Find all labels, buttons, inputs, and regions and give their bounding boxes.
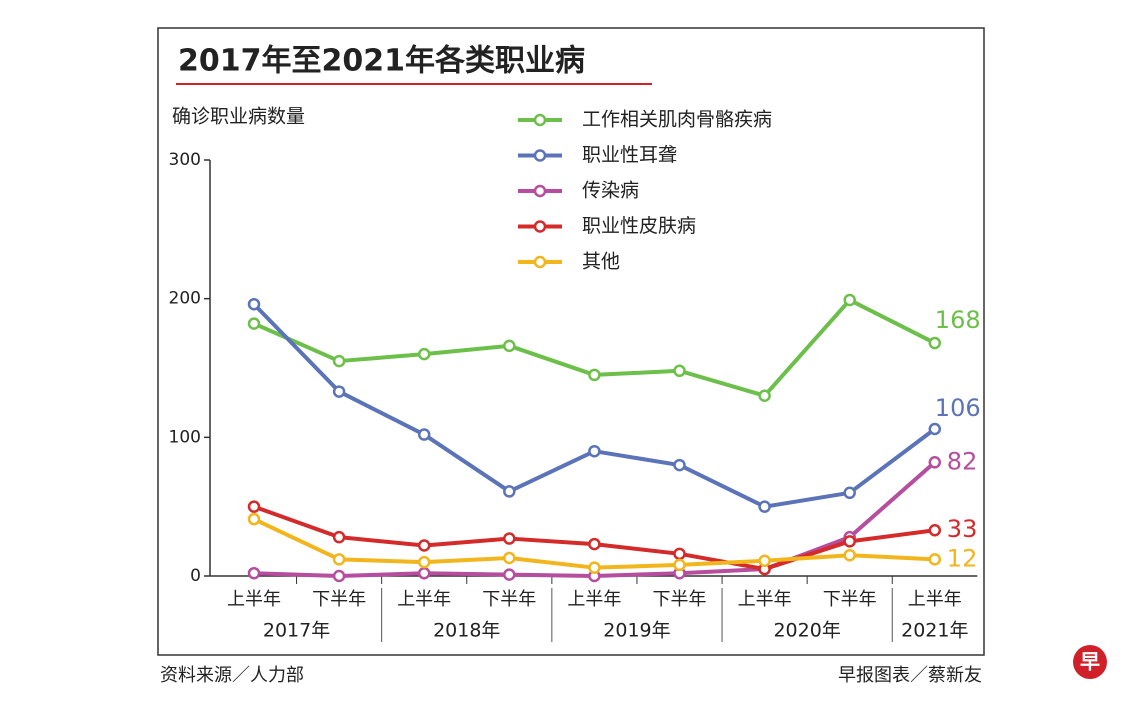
data-point bbox=[928, 553, 942, 566]
data-point bbox=[503, 485, 516, 498]
data-point bbox=[332, 530, 346, 544]
data-point bbox=[758, 554, 771, 567]
data-point bbox=[247, 297, 261, 311]
data-point bbox=[417, 566, 431, 580]
x-group-label: 2020年 bbox=[773, 620, 840, 642]
data-point bbox=[332, 569, 346, 583]
credit: 早报图表／蔡新友 bbox=[838, 665, 982, 686]
data-point bbox=[928, 336, 942, 350]
chart-title: 2017年至2021年各类职业病 bbox=[178, 44, 585, 79]
logo: 早 bbox=[1080, 650, 1100, 674]
x-tick-label: 上半年 bbox=[738, 589, 792, 610]
data-point bbox=[843, 293, 856, 307]
end-value-label: 106 bbox=[935, 394, 981, 422]
x-tick-label: 上半年 bbox=[227, 589, 281, 610]
y-tick-label: 0 bbox=[190, 566, 201, 586]
legend-marker bbox=[533, 255, 547, 269]
end-value-label: 33 bbox=[947, 515, 978, 543]
data-point bbox=[417, 428, 431, 441]
data-point bbox=[673, 558, 686, 572]
data-point bbox=[588, 537, 601, 551]
data-point bbox=[843, 535, 856, 548]
x-tick-label: 下半年 bbox=[823, 589, 877, 610]
chart-frame bbox=[157, 27, 985, 656]
data-point bbox=[588, 368, 601, 382]
legend-label: 其他 bbox=[582, 251, 620, 273]
end-value-label: 168 bbox=[935, 306, 981, 334]
y-tick-label: 100 bbox=[169, 427, 201, 447]
data-point bbox=[247, 317, 261, 330]
data-point bbox=[332, 354, 346, 368]
data-point bbox=[503, 568, 516, 581]
data-point bbox=[673, 458, 686, 472]
logo-badge bbox=[1073, 645, 1107, 679]
end-value-label: 82 bbox=[947, 447, 978, 475]
data-point bbox=[417, 539, 431, 552]
data-point bbox=[417, 347, 431, 361]
x-tick-label: 上半年 bbox=[908, 589, 962, 610]
x-tick-label: 下半年 bbox=[482, 589, 536, 610]
series-line bbox=[253, 298, 936, 398]
source: 资料来源／人力部 bbox=[160, 665, 304, 686]
data-point bbox=[758, 500, 771, 513]
data-point bbox=[843, 486, 856, 500]
x-group-label: 2019年 bbox=[603, 620, 670, 642]
data-point bbox=[503, 532, 516, 545]
data-point bbox=[247, 512, 261, 526]
y-tick-label: 200 bbox=[169, 289, 201, 309]
legend-label: 职业性皮肤病 bbox=[582, 215, 696, 237]
data-point bbox=[928, 422, 942, 436]
data-point bbox=[417, 555, 431, 569]
data-point bbox=[673, 364, 686, 378]
data-point bbox=[758, 389, 771, 402]
data-point bbox=[332, 553, 346, 566]
legend-label: 工作相关肌肉骨骼疾病 bbox=[582, 109, 772, 131]
y-axis-label: 确诊职业病数量 bbox=[172, 106, 305, 128]
data-point bbox=[247, 566, 261, 580]
data-point bbox=[332, 385, 346, 398]
y-tick-label: 300 bbox=[169, 150, 201, 170]
x-group-label: 2017年 bbox=[263, 620, 330, 642]
legend-marker bbox=[533, 149, 547, 162]
data-point bbox=[843, 548, 856, 562]
x-tick-label: 下半年 bbox=[653, 589, 707, 610]
x-tick-label: 下半年 bbox=[312, 589, 366, 610]
series-line bbox=[252, 302, 936, 509]
data-point bbox=[928, 523, 942, 537]
data-point bbox=[928, 456, 942, 469]
data-point bbox=[588, 561, 601, 574]
data-point bbox=[588, 444, 601, 458]
x-group-label: 2021年 bbox=[901, 620, 968, 642]
data-point bbox=[503, 339, 516, 353]
data-point bbox=[247, 500, 261, 513]
x-group-label: 2018年 bbox=[433, 620, 500, 642]
legend-marker bbox=[533, 184, 547, 198]
legend-label: 传染病 bbox=[582, 180, 639, 202]
legend-marker bbox=[533, 113, 547, 127]
x-tick-label: 上半年 bbox=[567, 589, 621, 610]
x-tick-label: 上半年 bbox=[397, 589, 451, 610]
legend-label: 职业性耳聋 bbox=[582, 144, 677, 166]
data-point bbox=[673, 547, 686, 561]
end-value-label: 12 bbox=[947, 544, 978, 572]
data-point bbox=[503, 551, 516, 565]
legend-marker bbox=[533, 220, 547, 233]
